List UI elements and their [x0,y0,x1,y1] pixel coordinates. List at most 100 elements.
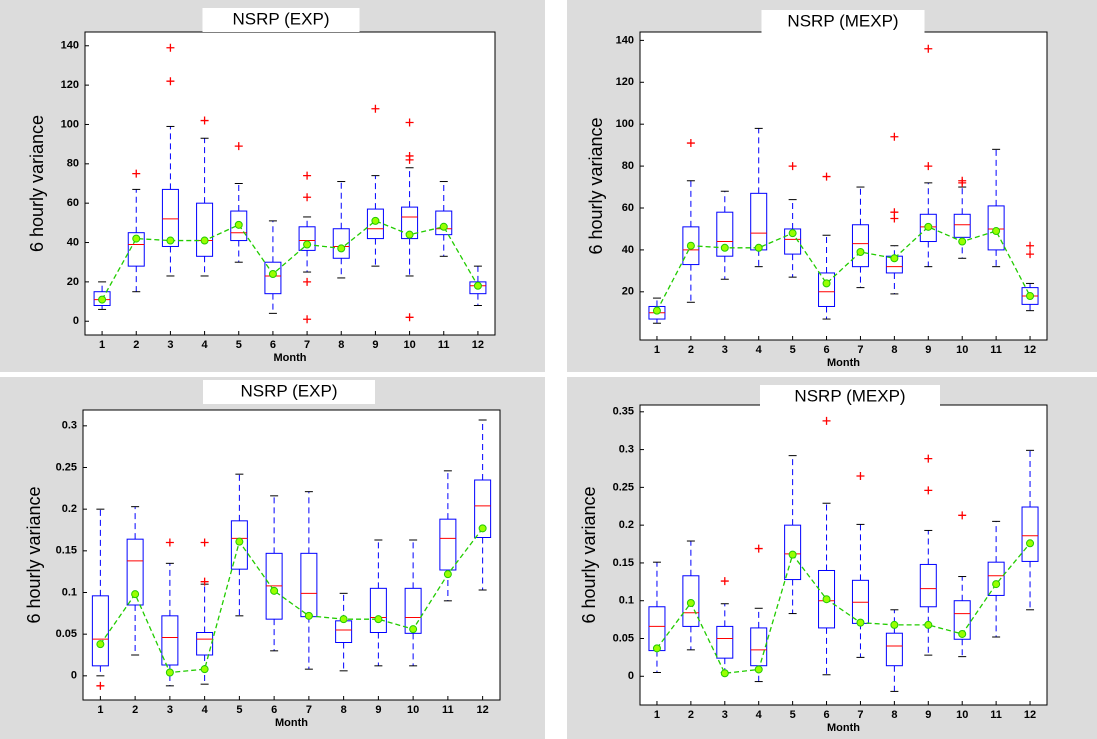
title-box [761,10,925,34]
y-tick-label: 60 [622,202,634,214]
mean-marker [234,220,243,229]
outlier [200,116,209,125]
mean-marker [992,227,1001,236]
box [161,615,179,666]
box [919,213,937,243]
x-tick-label: 9 [375,704,381,716]
box [196,202,214,257]
y-tick-label: 0.25 [613,481,634,493]
y-tick-label: 20 [622,286,634,298]
outlier [686,139,695,148]
x-tick-label: 8 [338,339,344,351]
box [953,213,971,238]
mean-marker [439,222,448,231]
y-tick-label: 20 [67,276,79,288]
outlier [200,577,209,586]
box [1021,506,1039,562]
title-box [760,385,940,409]
outlier [166,77,175,86]
mean-marker [720,669,729,678]
box [439,518,457,571]
mean-marker [856,248,865,256]
x-tick-label: 7 [857,344,863,356]
box [716,625,734,659]
x-tick-label: 10 [403,339,415,351]
x-tick-label: 12 [472,339,484,351]
box [93,291,111,306]
mean-line [101,220,479,300]
box [230,520,248,570]
y-tick-label: 60 [67,197,79,209]
y-tick-label: 0.15 [56,545,77,557]
outlier [924,44,933,53]
mean-marker [131,590,140,599]
mean-marker [405,230,414,239]
y-tick-label: 0.1 [619,595,634,607]
mean-marker [339,615,348,624]
y-tick-label: 0.05 [613,632,634,644]
box [161,188,179,247]
mean-marker [754,243,763,252]
outlier [303,277,312,286]
mean-marker [754,665,763,674]
x-tick-label: 5 [790,709,796,721]
outlier [303,193,312,202]
outlier [958,176,967,185]
mean-marker [652,644,661,653]
y-tick-label: 40 [67,236,79,248]
x-tick-label: 6 [271,704,277,716]
x-tick-label: 4 [202,704,209,716]
outlier [924,454,933,463]
outlier [405,118,414,127]
y-tick-label: 100 [61,118,79,130]
mean-marker [268,270,277,279]
y-tick-label: 40 [622,244,634,256]
mean-marker [374,615,383,624]
outlier [405,313,414,322]
mean-marker [652,306,661,315]
x-tick-label: 2 [688,344,694,356]
box [332,228,350,259]
mean-marker [371,216,380,225]
x-tick-label: 10 [407,704,419,716]
outlier [890,132,899,141]
x-tick-label: 1 [654,709,660,721]
outlier [165,538,174,547]
x-tick-label: 12 [1024,709,1036,721]
outlier [1026,241,1035,250]
mean-marker [132,234,141,243]
x-tick-label: 11 [990,709,1002,721]
plot-area [84,31,496,336]
outlier [303,171,312,180]
x-tick-label: 7 [306,704,312,716]
y-tick-label: 120 [616,76,634,88]
x-tick-label: 2 [688,709,694,721]
x-tick-label: 4 [756,344,763,356]
outlier [924,486,933,495]
outlier [1026,250,1035,259]
mean-marker [303,240,312,249]
box [851,224,869,268]
x-tick-label: 1 [97,704,103,716]
outlier [924,162,933,171]
mean-marker [924,222,933,231]
y-tick-label: 0.2 [619,519,634,531]
y-tick-label: 0.05 [56,628,77,640]
mean-marker [720,243,729,252]
box [366,208,384,240]
box [91,595,109,667]
outlier [371,104,380,113]
y-tick-label: 0.1 [62,586,77,598]
x-tick-label: 11 [990,344,1002,356]
title-box [202,8,360,32]
x-tick-label: 11 [442,704,454,716]
x-tick-label: 10 [956,709,968,721]
mean-marker [409,625,418,634]
x-tick-label: 8 [891,344,897,356]
mean-marker [890,254,899,263]
y-tick-label: 0.2 [62,503,77,515]
box [784,228,802,255]
x-axis-label: Month [827,357,860,369]
mean-marker [1026,539,1035,548]
